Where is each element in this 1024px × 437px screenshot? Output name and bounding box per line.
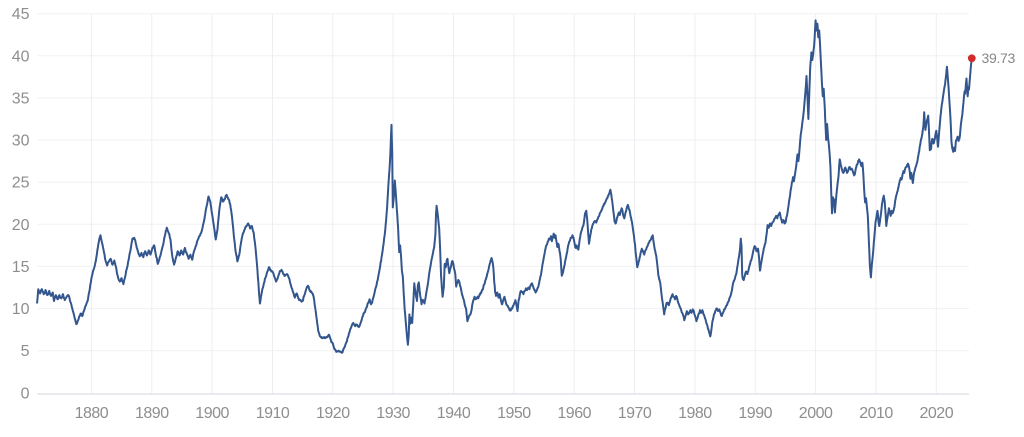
svg-text:0: 0 <box>21 385 30 402</box>
svg-text:2010: 2010 <box>859 405 893 422</box>
svg-text:20: 20 <box>12 217 30 234</box>
svg-text:1990: 1990 <box>738 405 772 422</box>
svg-text:2020: 2020 <box>920 405 954 422</box>
svg-text:1970: 1970 <box>618 405 652 422</box>
svg-text:1950: 1950 <box>497 405 531 422</box>
svg-text:1880: 1880 <box>75 405 109 422</box>
svg-text:30: 30 <box>12 133 30 150</box>
svg-text:1910: 1910 <box>256 405 290 422</box>
svg-text:1890: 1890 <box>135 405 169 422</box>
svg-text:1940: 1940 <box>437 405 471 422</box>
svg-text:2000: 2000 <box>799 405 833 422</box>
svg-text:40: 40 <box>12 48 30 65</box>
svg-text:35: 35 <box>12 90 30 107</box>
svg-text:45: 45 <box>12 6 30 23</box>
svg-text:1930: 1930 <box>376 405 410 422</box>
svg-text:1960: 1960 <box>557 405 591 422</box>
svg-text:5: 5 <box>21 343 30 360</box>
svg-text:15: 15 <box>12 259 30 276</box>
svg-text:10: 10 <box>12 301 30 318</box>
svg-text:39.73: 39.73 <box>982 50 1016 66</box>
svg-text:25: 25 <box>12 175 30 192</box>
svg-text:1920: 1920 <box>316 405 350 422</box>
svg-text:1900: 1900 <box>195 405 229 422</box>
svg-text:1980: 1980 <box>678 405 712 422</box>
